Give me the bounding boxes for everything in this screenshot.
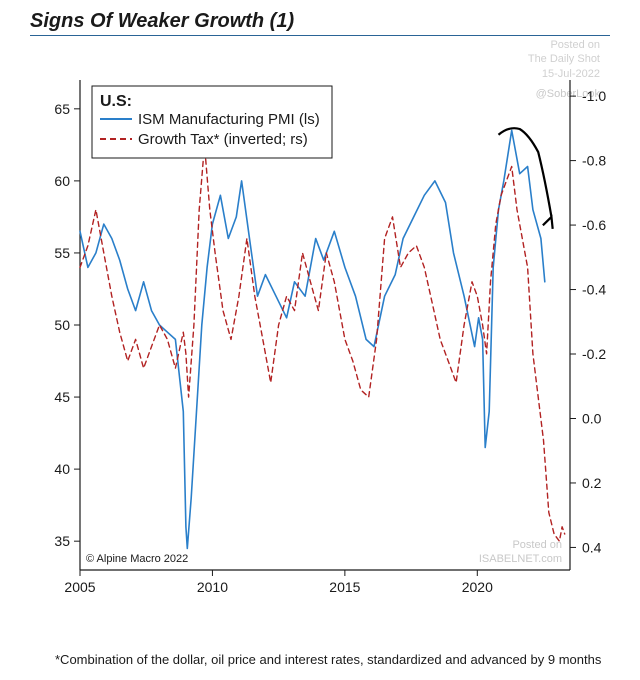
svg-text:U.S:: U.S:	[100, 93, 132, 110]
svg-text:ISABELNET.com: ISABELNET.com	[479, 553, 562, 565]
wm-source: The Daily Shot	[528, 52, 600, 66]
svg-text:50: 50	[54, 317, 70, 333]
chart-wrap: 35 40 45 50 55 60 65 -1.0 -0.8 -0.6 -0.4 -0.2 0.0 0.2…	[30, 70, 610, 610]
svg-text:-1.0: -1.0	[582, 88, 606, 104]
svg-text:-0.2: -0.2	[582, 346, 606, 362]
svg-text:-0.6: -0.6	[582, 217, 606, 233]
svg-text:0.2: 0.2	[582, 475, 602, 491]
chart-title: Signs Of Weaker Growth (1)	[30, 10, 610, 33]
svg-text:35: 35	[54, 533, 70, 549]
svg-text:0.4: 0.4	[582, 539, 602, 555]
title-rule	[30, 35, 610, 36]
svg-text:2005: 2005	[64, 579, 95, 595]
svg-text:65: 65	[54, 101, 70, 117]
svg-text:ISM Manufacturing PMI (ls): ISM Manufacturing PMI (ls)	[138, 111, 320, 128]
svg-text:0.0: 0.0	[582, 410, 602, 426]
svg-text:40: 40	[54, 461, 70, 477]
svg-text:-0.4: -0.4	[582, 282, 606, 298]
wm-posted-on: Posted on	[528, 38, 600, 52]
svg-text:Growth Tax* (inverted; rs): Growth Tax* (inverted; rs)	[138, 131, 308, 148]
chart-container: Signs Of Weaker Growth (1) Posted on The…	[0, 0, 640, 680]
svg-text:-0.8: -0.8	[582, 153, 606, 169]
svg-text:Posted on: Posted on	[512, 539, 562, 551]
svg-text:2015: 2015	[329, 579, 360, 595]
footnote: *Combination of the dollar, oil price an…	[55, 652, 610, 668]
svg-text:2010: 2010	[197, 579, 228, 595]
svg-text:45: 45	[54, 389, 70, 405]
chart-svg: 35 40 45 50 55 60 65 -1.0 -0.8 -0.6 -0.4 -0.2 0.0 0.2…	[30, 70, 610, 610]
svg-text:60: 60	[54, 173, 70, 189]
svg-text:55: 55	[54, 245, 70, 261]
title-area: Signs Of Weaker Growth (1)	[0, 0, 640, 40]
svg-text:2020: 2020	[462, 579, 493, 595]
svg-text:© Alpine Macro 2022: © Alpine Macro 2022	[86, 553, 188, 565]
